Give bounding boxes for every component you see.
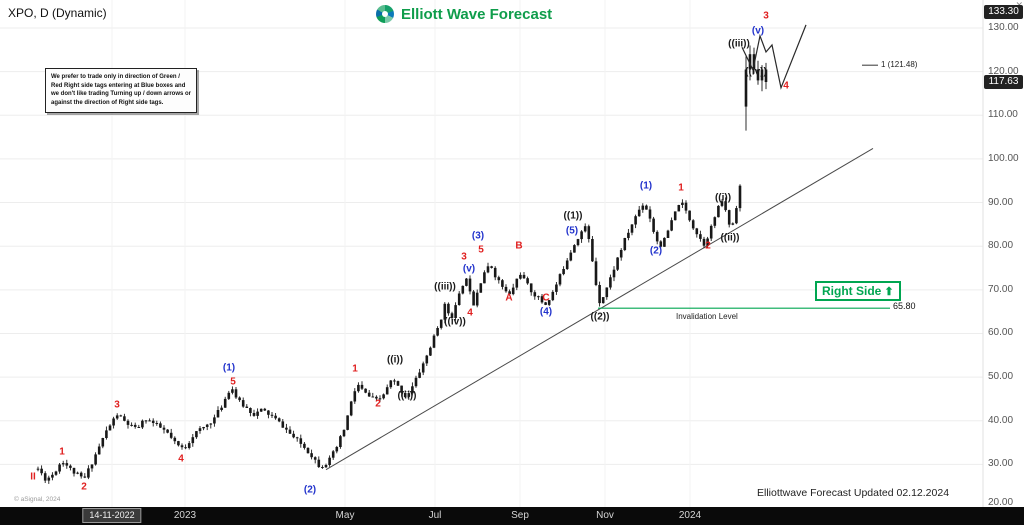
price-tick: 120.00: [988, 65, 1019, 77]
wave-label: (1): [639, 180, 653, 192]
wave1-target-label: 1 (121.48): [881, 60, 918, 70]
invalidation-price-label: 65.80: [893, 301, 916, 312]
wave-label: 2: [705, 240, 711, 252]
price-tick: 50.00: [988, 371, 1014, 383]
wave-label: (2): [649, 245, 663, 257]
wave-label: C: [542, 292, 550, 304]
time-label: Sep: [511, 510, 529, 521]
price-badge-current: 117.63: [984, 74, 1023, 89]
wave-label: 1: [59, 446, 65, 458]
price-tick: 60.00: [988, 327, 1014, 339]
right-side-label: Right Side: [822, 284, 882, 299]
wave-label: (v): [462, 263, 476, 275]
wave-label: (1): [222, 362, 236, 374]
wave-label: ((iii)): [728, 38, 750, 50]
price-tick: 80.00: [988, 240, 1014, 252]
invalidation-level-label: Invalidation Level: [676, 312, 738, 322]
wave-label: (5): [565, 225, 579, 237]
wave-label: (3): [471, 230, 485, 242]
wave-label: ((i)): [714, 192, 732, 204]
brand-title: Elliott Wave Forecast: [401, 5, 553, 23]
time-label: 2023: [173, 510, 197, 521]
wave-label: ((iv)): [444, 316, 466, 328]
price-tick: 130.00: [988, 22, 1019, 33]
wave-label: ((iv)): [745, 66, 767, 78]
wave-label: 5: [230, 376, 236, 388]
time-label: 14-11-2022: [82, 508, 142, 523]
time-axis[interactable]: 14-11-2022 2023 May Jul Sep Nov 2024: [0, 507, 1024, 525]
up-arrow-icon: ⬆: [884, 285, 894, 298]
wave-label: 4: [467, 307, 473, 319]
time-label: Jul: [428, 510, 442, 521]
copyright-note: © aSignal, 2024: [14, 496, 61, 503]
price-tick: 110.00: [988, 109, 1018, 121]
elliott-wave-forecast-logo-icon: [376, 5, 394, 23]
wave-label: 1: [678, 182, 684, 194]
wave-label: (4): [539, 306, 553, 318]
wave-label: 5: [478, 244, 484, 256]
trading-notice-box: We prefer to trade only in direction of …: [45, 68, 197, 113]
wave-label: ((ii)): [397, 390, 417, 402]
time-label: 2024: [678, 510, 702, 521]
wave-label: II: [30, 471, 36, 483]
wave-label: 3: [763, 10, 769, 22]
brand-header: Elliott Wave Forecast: [376, 5, 552, 23]
annotation-lines-layer: [325, 64, 890, 471]
price-tick: 20.00: [988, 497, 1014, 508]
price-badge-high: 133.30: [984, 5, 1023, 19]
wave-label: A: [505, 292, 513, 304]
wave-label: 3: [114, 399, 120, 411]
projection-layer: [741, 24, 807, 90]
symbol-title: XPO, D (Dynamic): [8, 6, 107, 20]
wave-label: ((ii)): [720, 232, 740, 244]
time-label: Nov: [596, 510, 614, 521]
candles-layer: [36, 45, 768, 484]
wave-label: (v): [751, 25, 765, 37]
price-tick: 30.00: [988, 458, 1014, 470]
wave-label: (2): [303, 484, 317, 496]
right-side-tag: Right Side ⬆: [815, 281, 901, 302]
time-label: May: [335, 510, 355, 521]
price-tick: 70.00: [988, 283, 1014, 295]
wave-label: ((i)): [386, 354, 404, 366]
wave-label: B: [515, 240, 523, 252]
wave-label: 2: [81, 481, 87, 493]
update-note: Elliottwave Forecast Updated 02.12.2024: [757, 487, 950, 499]
wave-label: 2: [375, 398, 381, 410]
price-tick: 40.00: [988, 414, 1014, 426]
wave-label: ((1)): [563, 210, 583, 222]
price-tick: 100.00: [988, 152, 1019, 164]
wave-label: ((2)): [590, 311, 610, 323]
price-tick: 90.00: [988, 196, 1014, 208]
wave-label: ((iii)): [434, 281, 456, 293]
wave-label: 4: [783, 80, 789, 92]
wave-label: 1: [352, 363, 358, 375]
wave-label: 3: [461, 251, 467, 263]
wave-label: 4: [178, 453, 184, 465]
